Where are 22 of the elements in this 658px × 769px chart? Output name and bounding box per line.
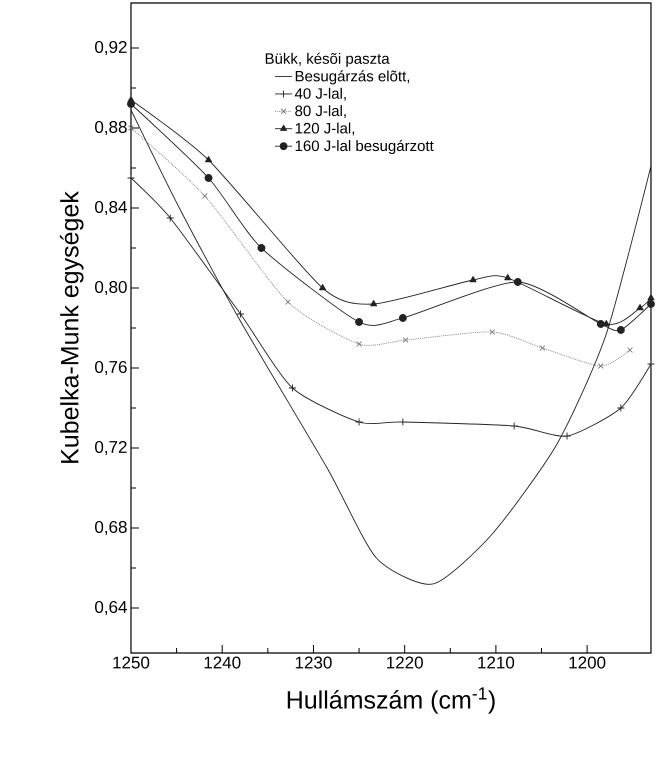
y-axis-title: Kubelka-Munk egységek	[60, 191, 84, 463]
y-tick-label: 0,68	[95, 520, 127, 536]
x-tick-label: 1230	[296, 656, 332, 669]
x-tick-label: 1240	[204, 656, 240, 669]
legend-label: 160 J-lal besugárzott	[296, 140, 434, 154]
x-tick-label: 1220	[387, 656, 423, 669]
y-tick-label: 0,64	[95, 600, 127, 616]
x-tick-label: 1250	[113, 656, 150, 669]
legend-label: 40 J-lal,	[294, 88, 346, 101]
y-tick-label: 0,72	[95, 440, 127, 456]
legend-label: Besugárzás elõtt,	[296, 70, 410, 84]
y-tick-label: 0,84	[95, 200, 127, 216]
x-tick-label: 1200	[570, 656, 606, 669]
legend-label: 120 J-lal,	[296, 122, 354, 136]
legend-label: 80 J-lal,	[295, 105, 346, 118]
x-axis-title: Hullámszám (cm$^{-1}$)	[288, 687, 495, 714]
y-tick-label: 0,92	[95, 40, 127, 56]
x-tick-label: 1210	[478, 656, 514, 669]
y-tick-label: 0,76	[95, 360, 127, 376]
legend-title: Bükk, késõi paszta	[266, 52, 390, 67]
y-tick-label: 0,80	[95, 280, 127, 296]
y-tick-label: 0,88	[95, 120, 127, 136]
